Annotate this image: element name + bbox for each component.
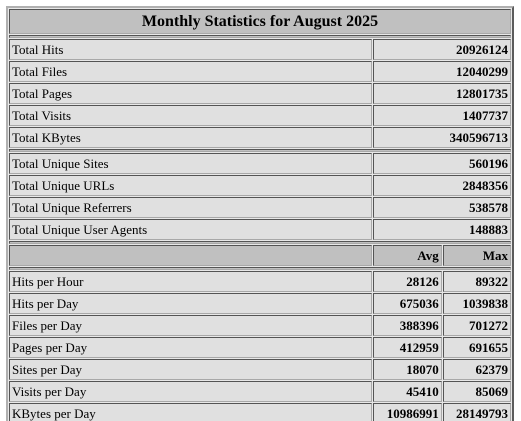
- row-label: Total Unique User Agents: [9, 219, 373, 240]
- column-header: Avg: [373, 245, 442, 266]
- row-label: Pages per Day: [9, 337, 373, 358]
- row-label: Sites per Day: [9, 359, 373, 380]
- row-value: 12040299: [373, 61, 511, 82]
- row-label: KBytes per Day: [9, 403, 373, 421]
- row-label: Visits per Day: [9, 381, 373, 402]
- table-title: Monthly Statistics for August 2025: [9, 9, 511, 34]
- avg-value: 45410: [373, 381, 442, 402]
- row-label: Total Unique URLs: [9, 175, 373, 196]
- row-value: 340596713: [373, 127, 511, 148]
- row-value: 1407737: [373, 105, 511, 126]
- row-label: Total Unique Sites: [9, 153, 373, 174]
- row-label: Total Visits: [9, 105, 373, 126]
- row-value: 20926124: [373, 39, 511, 60]
- row-value: 148883: [373, 219, 511, 240]
- row-value: 538578: [373, 197, 511, 218]
- separator: [9, 241, 511, 244]
- row-label: Total Pages: [9, 83, 373, 104]
- row-label: Hits per Hour: [9, 271, 373, 292]
- avg-value: 18070: [373, 359, 442, 380]
- avg-value: 10986991: [373, 403, 442, 421]
- stats-table: Monthly Statistics for August 2025 Total…: [6, 6, 514, 421]
- separator: [9, 35, 511, 38]
- avg-value: 388396: [373, 315, 442, 336]
- separator: [9, 149, 511, 152]
- row-label: Total KBytes: [9, 127, 373, 148]
- header-blank: [9, 245, 373, 266]
- row-value: 12801735: [373, 83, 511, 104]
- max-value: 691655: [442, 337, 511, 358]
- row-label: Total Hits: [9, 39, 373, 60]
- max-value: 85069: [442, 381, 511, 402]
- max-value: 1039838: [442, 293, 511, 314]
- row-label: Total Unique Referrers: [9, 197, 373, 218]
- max-value: 701272: [442, 315, 511, 336]
- max-value: 89322: [442, 271, 511, 292]
- avg-value: 28126: [373, 271, 442, 292]
- avg-value: 675036: [373, 293, 442, 314]
- row-label: Total Files: [9, 61, 373, 82]
- row-value: 2848356: [373, 175, 511, 196]
- separator: [9, 267, 511, 270]
- max-value: 28149793: [442, 403, 511, 421]
- row-label: Hits per Day: [9, 293, 373, 314]
- row-label: Files per Day: [9, 315, 373, 336]
- row-value: 560196: [373, 153, 511, 174]
- avg-value: 412959: [373, 337, 442, 358]
- max-value: 62379: [442, 359, 511, 380]
- column-header: Max: [442, 245, 511, 266]
